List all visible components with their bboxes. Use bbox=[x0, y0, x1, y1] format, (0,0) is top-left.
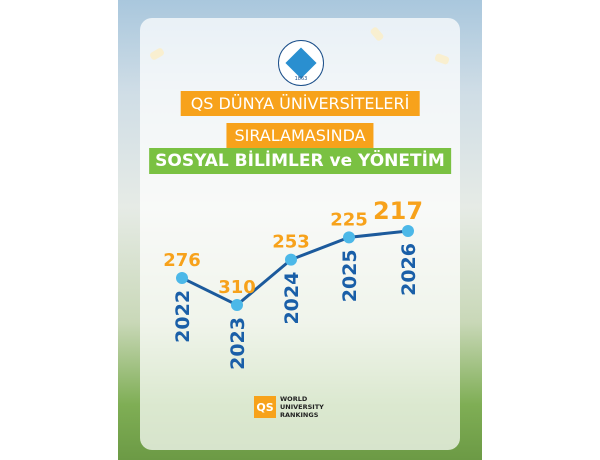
qs-line: RANKINGS bbox=[280, 411, 319, 419]
data-point bbox=[176, 271, 188, 284]
data-label: 310 bbox=[218, 277, 256, 298]
qs-mark: QS bbox=[254, 396, 276, 418]
title-line-3: SOSYAL BİLİMLER ve YÖNETİM bbox=[149, 148, 451, 174]
data-point bbox=[402, 225, 414, 237]
qs-line: WORLD bbox=[280, 395, 308, 403]
year-label: 2023 bbox=[227, 317, 249, 370]
data-label: 276 bbox=[163, 250, 201, 271]
year-label: 2024 bbox=[281, 272, 303, 325]
year-label: 2026 bbox=[398, 243, 420, 296]
year-label: 2022 bbox=[172, 290, 194, 343]
data-label: 217 bbox=[373, 197, 423, 225]
data-label: 253 bbox=[272, 232, 310, 253]
data-point bbox=[285, 253, 297, 266]
logo-year: 1863 bbox=[294, 76, 308, 82]
year-label: 2025 bbox=[339, 249, 361, 302]
qs-rankings-logo: QS WORLD UNIVERSITY RANKINGS bbox=[254, 395, 324, 419]
title-line-2: SIRALAMASINDA bbox=[226, 123, 374, 148]
university-logo: 1863 bbox=[278, 40, 324, 86]
title-line-1: QS DÜNYA ÜNİVERSİTELERİ bbox=[180, 91, 420, 116]
data-point bbox=[343, 231, 355, 244]
qs-line: UNIVERSITY bbox=[280, 403, 324, 411]
data-label: 225 bbox=[330, 209, 368, 230]
data-point bbox=[231, 299, 243, 311]
